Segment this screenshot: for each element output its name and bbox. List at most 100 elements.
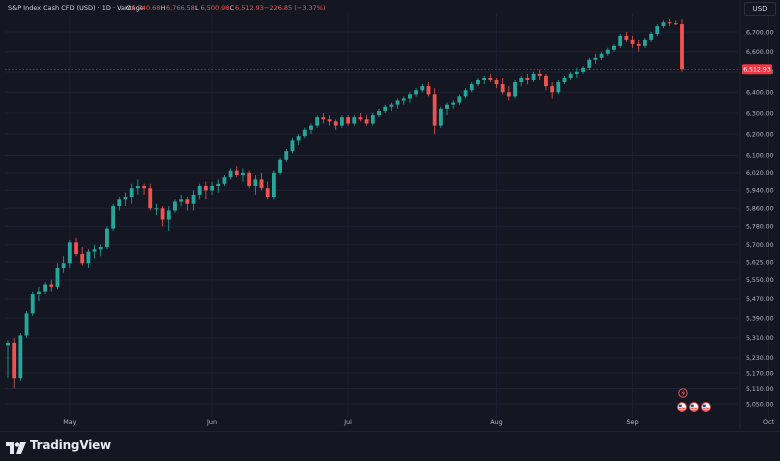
candle[interactable]: [612, 43, 616, 52]
candle[interactable]: [438, 106, 443, 128]
lightning-icon[interactable]: [678, 388, 688, 398]
candle[interactable]: [642, 37, 647, 48]
candle[interactable]: [587, 57, 592, 70]
candle[interactable]: [321, 112, 326, 124]
candle[interactable]: [605, 47, 610, 56]
candle[interactable]: [228, 168, 233, 180]
candle[interactable]: [370, 112, 375, 126]
candle[interactable]: [18, 332, 23, 381]
candle[interactable]: [98, 244, 103, 257]
candle[interactable]: [6, 340, 10, 379]
candle[interactable]: [309, 123, 313, 135]
candle[interactable]: [519, 75, 524, 87]
candle[interactable]: [469, 82, 474, 93]
candle[interactable]: [389, 102, 394, 111]
candle[interactable]: [203, 181, 208, 200]
candle[interactable]: [265, 181, 270, 200]
candle[interactable]: [667, 19, 672, 27]
candle[interactable]: [673, 20, 678, 26]
candle[interactable]: [210, 181, 214, 195]
candle[interactable]: [457, 94, 462, 105]
candle[interactable]: [37, 286, 41, 302]
candle[interactable]: [234, 166, 239, 178]
candle[interactable]: [395, 98, 400, 109]
candle[interactable]: [117, 197, 122, 211]
candle[interactable]: [401, 96, 406, 105]
candle[interactable]: [278, 157, 282, 176]
candle[interactable]: [352, 115, 357, 126]
candle[interactable]: [599, 51, 604, 60]
candle[interactable]: [488, 73, 493, 83]
candle[interactable]: [30, 291, 35, 316]
candle[interactable]: [649, 32, 653, 42]
candle[interactable]: [160, 206, 165, 227]
candle[interactable]: [339, 115, 344, 128]
candle[interactable]: [636, 39, 641, 52]
candle[interactable]: [80, 246, 85, 266]
candle[interactable]: [61, 256, 66, 273]
candle[interactable]: [377, 108, 381, 118]
candle[interactable]: [661, 20, 666, 29]
us-flag-icon[interactable]: [701, 402, 711, 412]
candle[interactable]: [241, 168, 245, 182]
us-flag-icon[interactable]: [677, 402, 687, 412]
candle[interactable]: [358, 112, 363, 122]
candle[interactable]: [655, 24, 660, 36]
candle[interactable]: [581, 65, 585, 74]
candle[interactable]: [445, 102, 449, 116]
candle[interactable]: [513, 79, 517, 99]
candle[interactable]: [346, 115, 351, 126]
candle[interactable]: [333, 119, 338, 130]
candle[interactable]: [129, 183, 134, 204]
candle[interactable]: [271, 170, 276, 200]
candle[interactable]: [173, 199, 177, 213]
candle[interactable]: [364, 115, 369, 126]
candle[interactable]: [12, 337, 17, 389]
candle[interactable]: [432, 88, 437, 135]
candle[interactable]: [197, 183, 202, 200]
candle[interactable]: [259, 172, 264, 191]
candle[interactable]: [222, 175, 227, 186]
candle[interactable]: [296, 134, 301, 145]
candle[interactable]: [191, 190, 196, 211]
candle[interactable]: [302, 127, 307, 139]
candle[interactable]: [216, 179, 221, 193]
candle[interactable]: [315, 115, 320, 128]
candle[interactable]: [680, 18, 684, 72]
candle[interactable]: [476, 77, 480, 87]
candle[interactable]: [284, 148, 289, 162]
candle[interactable]: [624, 32, 629, 42]
candle[interactable]: [494, 77, 499, 89]
candle[interactable]: [105, 226, 109, 250]
candle[interactable]: [253, 175, 258, 195]
candle[interactable]: [482, 75, 487, 85]
candle[interactable]: [135, 179, 140, 195]
candle[interactable]: [49, 279, 54, 292]
candle[interactable]: [408, 92, 412, 103]
candle[interactable]: [463, 88, 468, 99]
candle[interactable]: [550, 82, 555, 99]
candle[interactable]: [179, 194, 184, 207]
candle[interactable]: [420, 84, 425, 93]
candle[interactable]: [123, 192, 128, 207]
candle[interactable]: [92, 244, 97, 259]
candle[interactable]: [593, 53, 598, 64]
candle[interactable]: [451, 100, 456, 109]
candle[interactable]: [185, 197, 190, 211]
candle[interactable]: [290, 138, 295, 154]
candle[interactable]: [86, 249, 91, 268]
candle[interactable]: [500, 77, 505, 95]
candle[interactable]: [148, 183, 153, 211]
candle[interactable]: [74, 237, 78, 257]
candle[interactable]: [562, 75, 567, 85]
candle[interactable]: [166, 206, 171, 231]
candle[interactable]: [525, 73, 530, 85]
candle[interactable]: [327, 115, 332, 126]
candle[interactable]: [383, 104, 388, 113]
candle[interactable]: [544, 73, 548, 91]
us-flag-icon[interactable]: [689, 402, 699, 412]
candle[interactable]: [618, 33, 623, 48]
candle[interactable]: [568, 71, 573, 80]
currency-selector[interactable]: USD: [744, 2, 776, 16]
